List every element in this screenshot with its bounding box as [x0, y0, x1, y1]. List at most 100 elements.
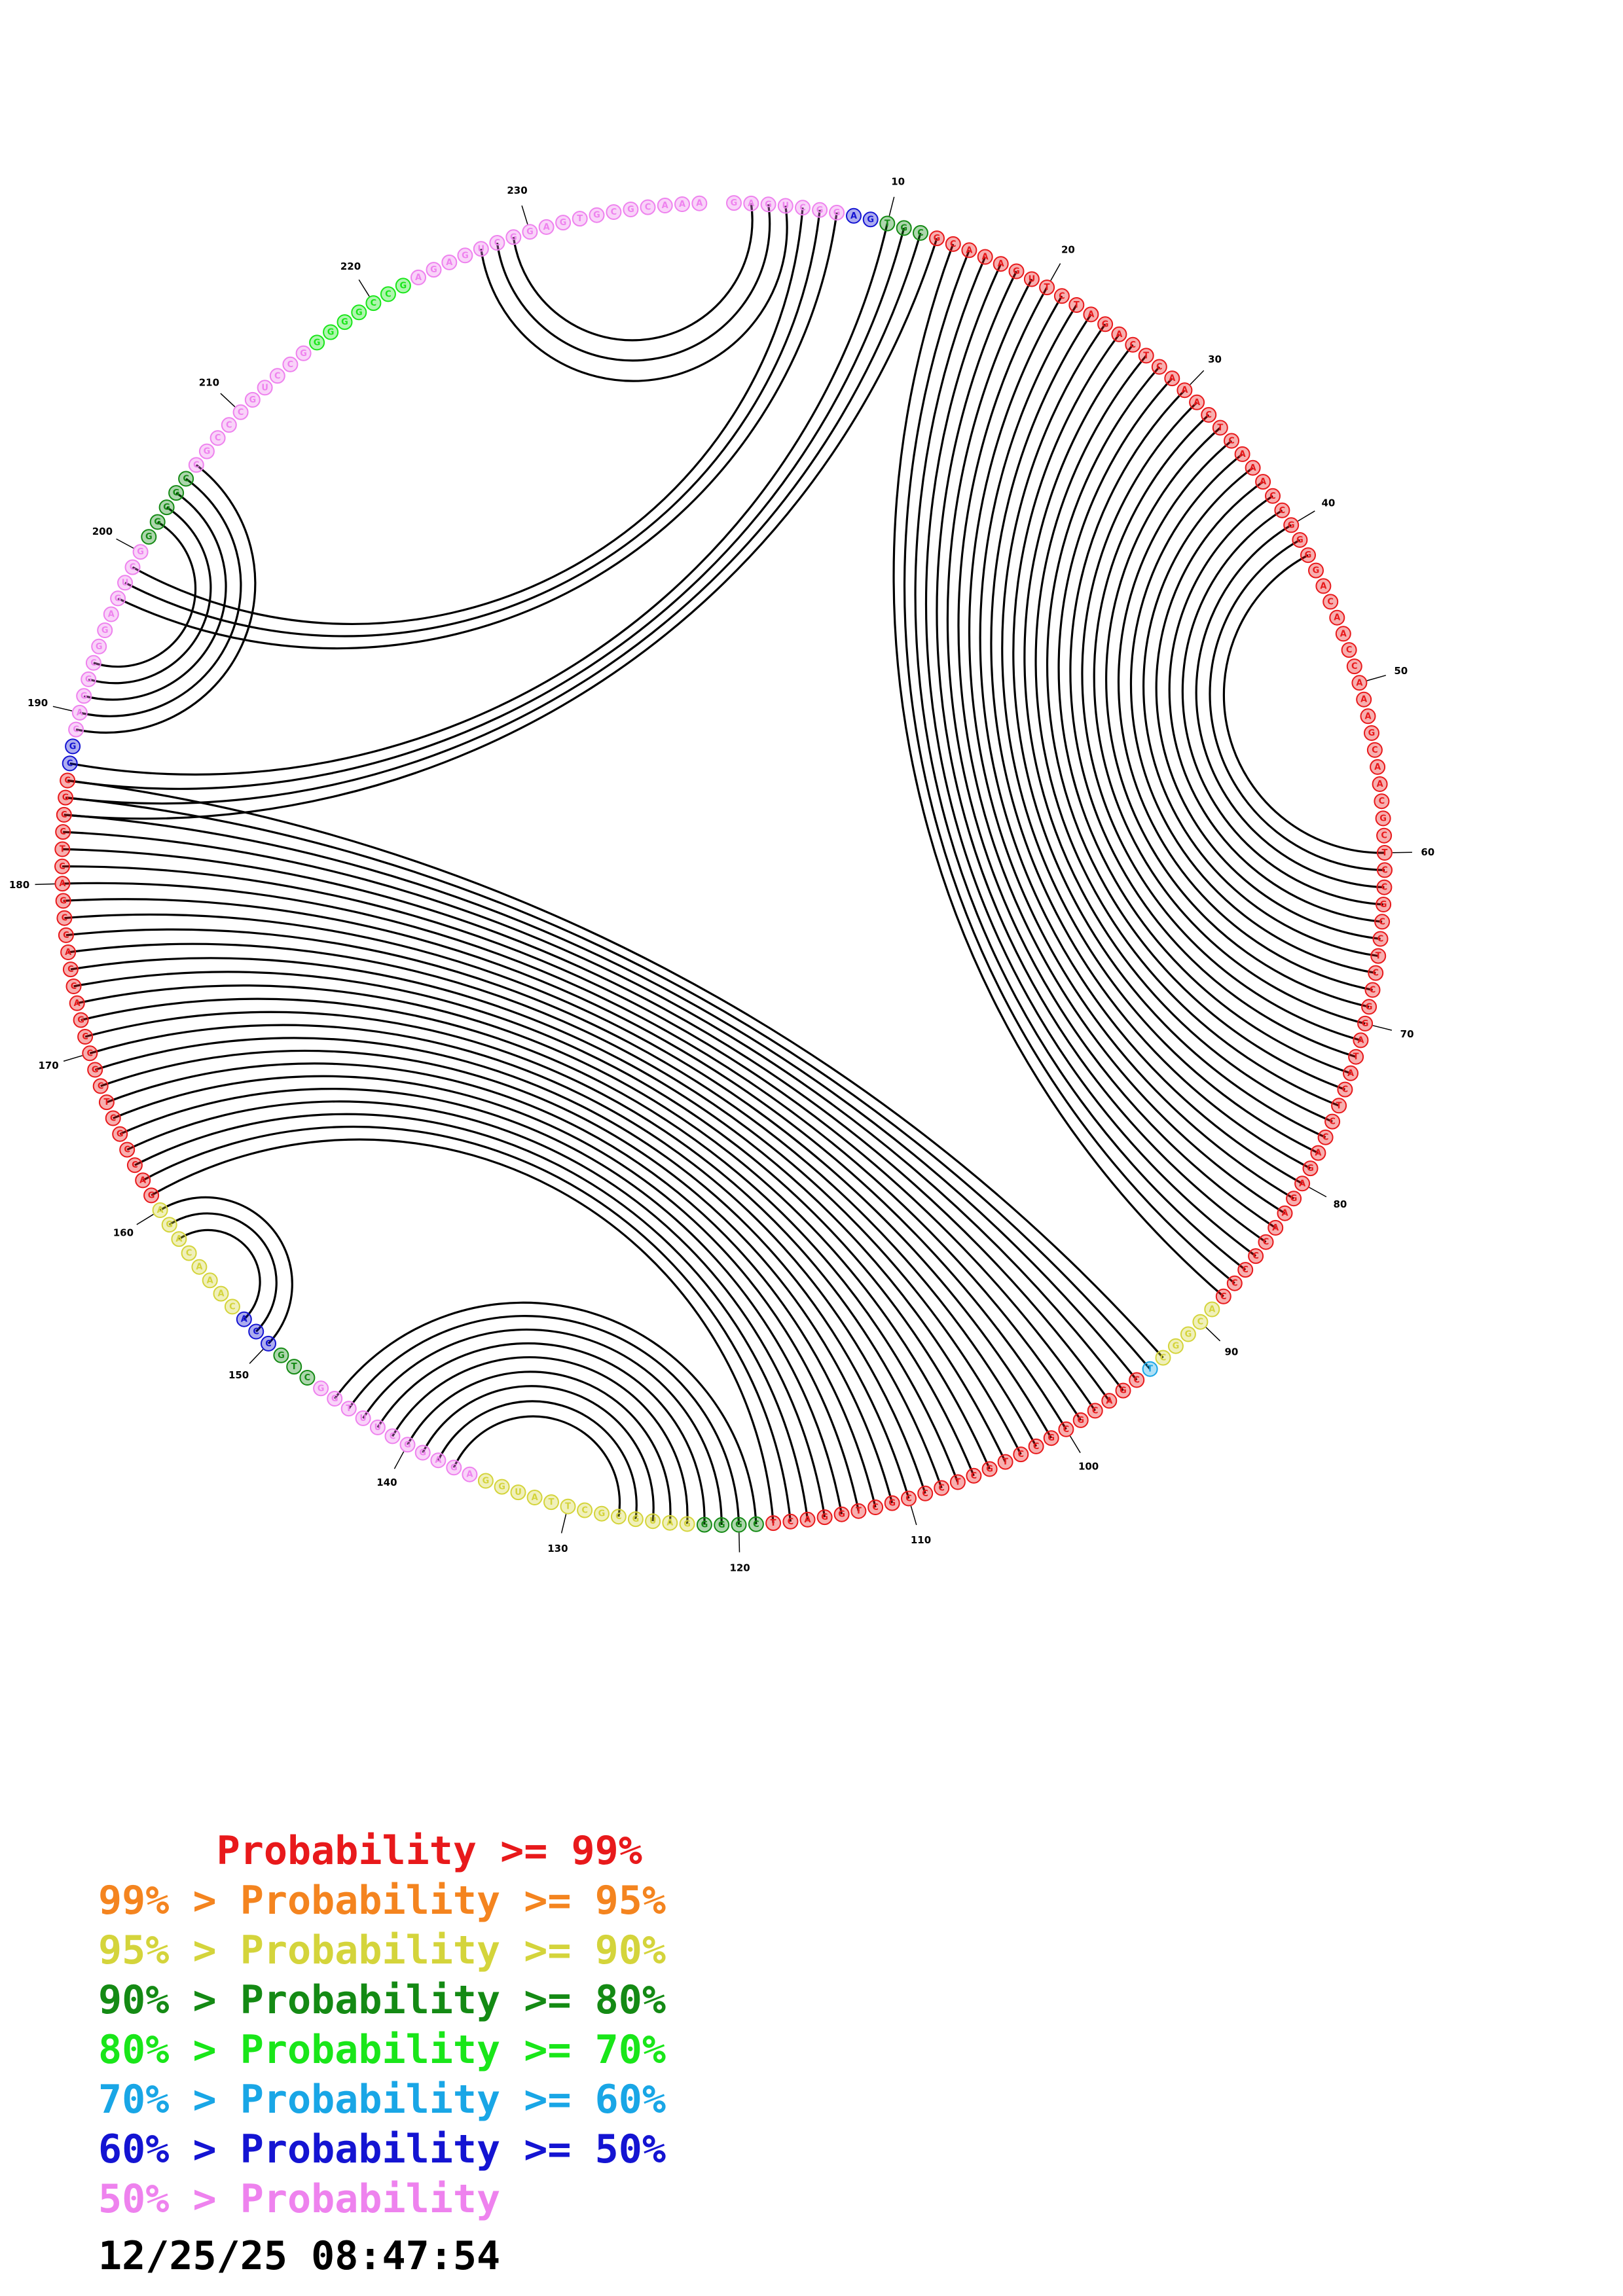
nucleotide: G: [884, 1495, 900, 1511]
svg-text:A: A: [59, 879, 65, 889]
nucleotide: C: [85, 655, 101, 671]
nucleotide: T: [997, 1454, 1013, 1470]
legend-row-95: 99% > Probability >= 95%: [98, 1878, 666, 1924]
nucleotide: C: [1226, 1275, 1243, 1291]
base-pair-arc: [134, 1113, 809, 1520]
svg-text:C: C: [611, 207, 617, 217]
base-pair-arc: [67, 942, 1022, 1455]
legend-label: Probability >= 60%: [240, 2077, 666, 2123]
svg-text:C: C: [1322, 1133, 1329, 1143]
svg-text:U: U: [478, 244, 485, 254]
base-pair-arc: [496, 204, 771, 362]
svg-text:G: G: [1102, 319, 1109, 329]
svg-text:T: T: [565, 1502, 571, 1512]
nucleotide: G: [1308, 562, 1324, 579]
svg-text:C: C: [1269, 492, 1276, 501]
nucleotide: A: [213, 1285, 229, 1302]
svg-text:A: A: [1239, 450, 1246, 459]
nucleotide: G: [1364, 725, 1379, 741]
nucleotide: T: [765, 1515, 782, 1532]
svg-text:C: C: [64, 776, 71, 786]
nucleotide: A: [430, 1452, 447, 1469]
nucleotide: C: [577, 1502, 593, 1518]
base-pair-arc: [142, 1125, 792, 1522]
nucleotide-ring: G A G U C G G A G T G CGCAAAGUTCTAGACTCAAACTCAAACCG…: [54, 195, 1393, 1533]
base-pair-arc: [1155, 480, 1381, 941]
base-pair-arc: [62, 865, 1097, 1412]
nucleotide: A: [526, 1490, 543, 1505]
svg-text:T: T: [884, 219, 890, 229]
circular-rna-structure-diagram: 10 20 30 40 50 60 70 80 90 100 110 120 130 140 150 160 1…: [9, 176, 1434, 1574]
nucleotide: C: [1013, 1446, 1029, 1463]
position-tick: 220: [340, 260, 370, 297]
base-pair-arc: [73, 971, 991, 1470]
svg-text:C: C: [186, 1249, 192, 1259]
nucleotide: C: [62, 961, 79, 978]
nucleotide: C: [1028, 1438, 1044, 1454]
svg-text:G: G: [821, 1513, 828, 1522]
svg-text:G: G: [173, 488, 180, 498]
svg-text:A: A: [196, 1263, 202, 1272]
nucleotide: A: [1267, 1219, 1284, 1236]
base-pair-arc: [1142, 467, 1379, 958]
svg-text:A: A: [662, 201, 668, 211]
position-label: 170: [38, 1060, 58, 1071]
base-pair-arc: [903, 249, 1235, 1284]
legend-label: Probability: [240, 2176, 501, 2222]
svg-text:C: C: [1063, 1425, 1070, 1435]
nucleotide: C: [181, 1245, 197, 1261]
svg-text:C: C: [788, 1517, 794, 1527]
base-pair-arc: [1181, 509, 1384, 906]
nucleotide: A: [977, 249, 993, 265]
base-pair-arc: [1046, 366, 1345, 1091]
nucleotide: C: [795, 200, 811, 216]
svg-text:C: C: [581, 1506, 588, 1516]
base-pair-arc: [83, 492, 227, 701]
svg-text:G: G: [900, 223, 907, 233]
svg-text:G: G: [154, 518, 161, 528]
legend-row-60: 70% > Probability >= 60%: [98, 2077, 666, 2123]
nucleotide: C: [1364, 982, 1381, 998]
nucleotide: A: [441, 254, 458, 270]
legend-label: Probability >= 95%: [240, 1878, 666, 1924]
nucleotide: U: [369, 1419, 386, 1435]
svg-text:G: G: [278, 1351, 285, 1361]
legend-label: Probability >= 99%: [216, 1828, 642, 1874]
position-tick: 230: [507, 185, 528, 225]
nucleotide: C: [126, 1157, 143, 1174]
nucleotide: G: [337, 314, 353, 331]
nucleotide: T: [98, 1094, 115, 1111]
svg-text:C: C: [82, 1032, 88, 1042]
svg-text:A: A: [1364, 711, 1371, 721]
nucleotide: A: [54, 876, 71, 892]
nucleotide: G: [309, 334, 325, 351]
nucleotide: A: [1343, 1065, 1359, 1081]
position-label: 10: [891, 176, 905, 188]
svg-text:C: C: [799, 203, 806, 213]
nucleotide: A: [1176, 382, 1193, 399]
nucleotide: G: [505, 229, 522, 245]
svg-text:C: C: [1263, 1238, 1269, 1247]
nucleotide: G: [981, 1461, 998, 1477]
svg-text:G: G: [934, 234, 941, 243]
svg-text:C: C: [110, 1114, 117, 1124]
nucleotide: C: [82, 1045, 98, 1062]
svg-text:C: C: [193, 460, 200, 470]
base-pair-arc: [480, 206, 788, 382]
nucleotide: G: [522, 224, 538, 240]
svg-text:A: A: [77, 708, 83, 718]
svg-text:G: G: [627, 205, 634, 215]
probability-legend: Probability >= 99% 99% > Probability >= …: [98, 1826, 666, 2224]
position-tick: 150: [228, 1349, 264, 1381]
position-tick: 30: [1190, 353, 1222, 386]
svg-text:C: C: [1329, 1117, 1336, 1127]
nucleotide: A: [538, 219, 555, 235]
svg-text:C: C: [1379, 917, 1385, 927]
base-pair-arc: [89, 1024, 926, 1494]
position-label: 190: [27, 697, 48, 709]
nucleotide: T: [949, 1474, 966, 1490]
nucleotide: A: [1083, 306, 1099, 323]
nucleotide: C: [188, 457, 204, 473]
svg-text:G: G: [1013, 267, 1020, 277]
nucleotide: A: [1255, 474, 1271, 490]
